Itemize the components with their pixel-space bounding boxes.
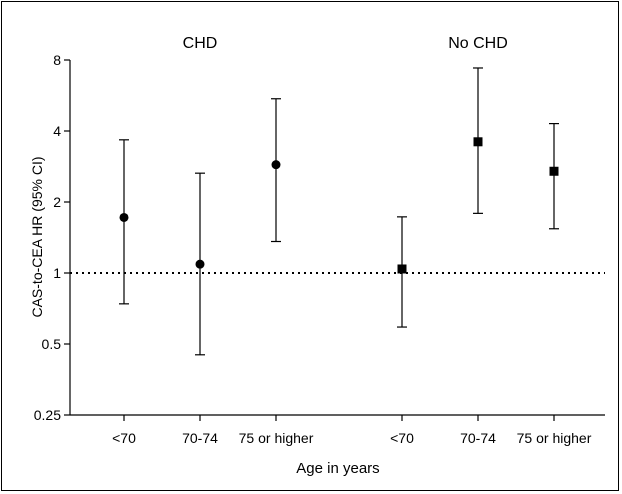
x-tick-label: <70 (390, 430, 414, 446)
group-labels: CHD No CHD (183, 35, 508, 52)
x-ticks: <70 70-74 75 or higher <70 70-74 75 or higher (112, 415, 592, 446)
x-tick-label: 75 or higher (517, 430, 592, 446)
y-ticks: 0.25 0.5 1 2 4 8 (34, 52, 70, 423)
point-marker (473, 137, 483, 147)
group-label: No CHD (448, 35, 508, 52)
x-axis-label: Age in years (296, 460, 379, 477)
y-tick-label: 8 (53, 52, 61, 68)
group-label: CHD (183, 35, 218, 52)
point-marker (119, 212, 129, 222)
x-tick-label: 75 or higher (239, 430, 314, 446)
y-axis-label: CAS-to-CEA HR (95% CI) (29, 156, 45, 317)
point-marker (195, 259, 205, 269)
y-tick-label: 0.25 (34, 407, 61, 423)
y-tick-label: 2 (53, 194, 61, 210)
point-marker (397, 264, 407, 274)
y-tick-label: 0.5 (42, 336, 62, 352)
x-tick-label: 70-74 (182, 430, 218, 446)
x-tick-label: <70 (112, 430, 136, 446)
y-tick-label: 4 (53, 123, 61, 139)
data-marks (119, 67, 559, 356)
point-marker (549, 166, 559, 176)
point-marker (271, 160, 281, 170)
y-tick-label: 1 (53, 265, 61, 281)
x-tick-label: 70-74 (460, 430, 496, 446)
axes (69, 60, 605, 416)
